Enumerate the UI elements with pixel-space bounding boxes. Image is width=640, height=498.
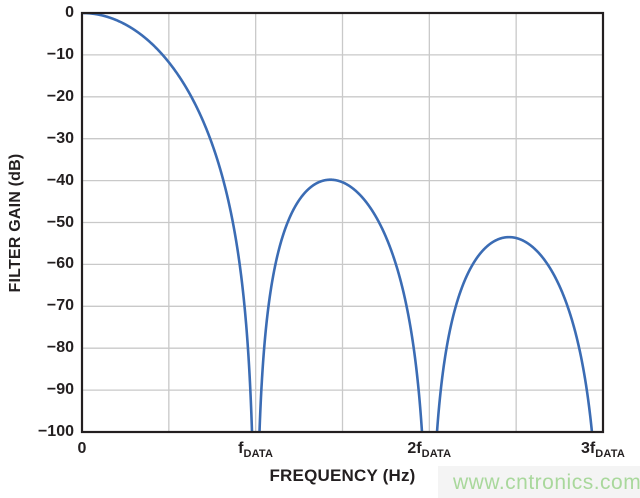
y-tick-label: −20 [46, 87, 74, 105]
response-curve [82, 13, 594, 432]
x-tick-label: 3fDATA [581, 440, 625, 460]
watermark-text: www.cntronics.com [453, 471, 640, 494]
y-tick-label: −30 [46, 129, 74, 147]
y-tick-label: −50 [46, 213, 74, 231]
y-tick-label: −100 [37, 423, 74, 440]
y-tick-label: −60 [46, 255, 74, 273]
x-axis-title: FREQUENCY (Hz) [269, 466, 416, 485]
y-tick-label: 0 [65, 4, 74, 21]
y-tick-label: −70 [46, 297, 74, 315]
x-tick-label: 0 [77, 440, 87, 457]
y-tick-label: −80 [46, 339, 74, 357]
watermark-background [438, 466, 640, 498]
y-tick-label: −10 [46, 45, 74, 63]
x-tick-label: 2fDATA [407, 440, 452, 460]
y-tick-label: −40 [46, 171, 74, 189]
x-tick-label: fDATA [238, 440, 274, 460]
plot-frame [80, 11, 605, 434]
y-tick-label: −90 [46, 381, 74, 399]
